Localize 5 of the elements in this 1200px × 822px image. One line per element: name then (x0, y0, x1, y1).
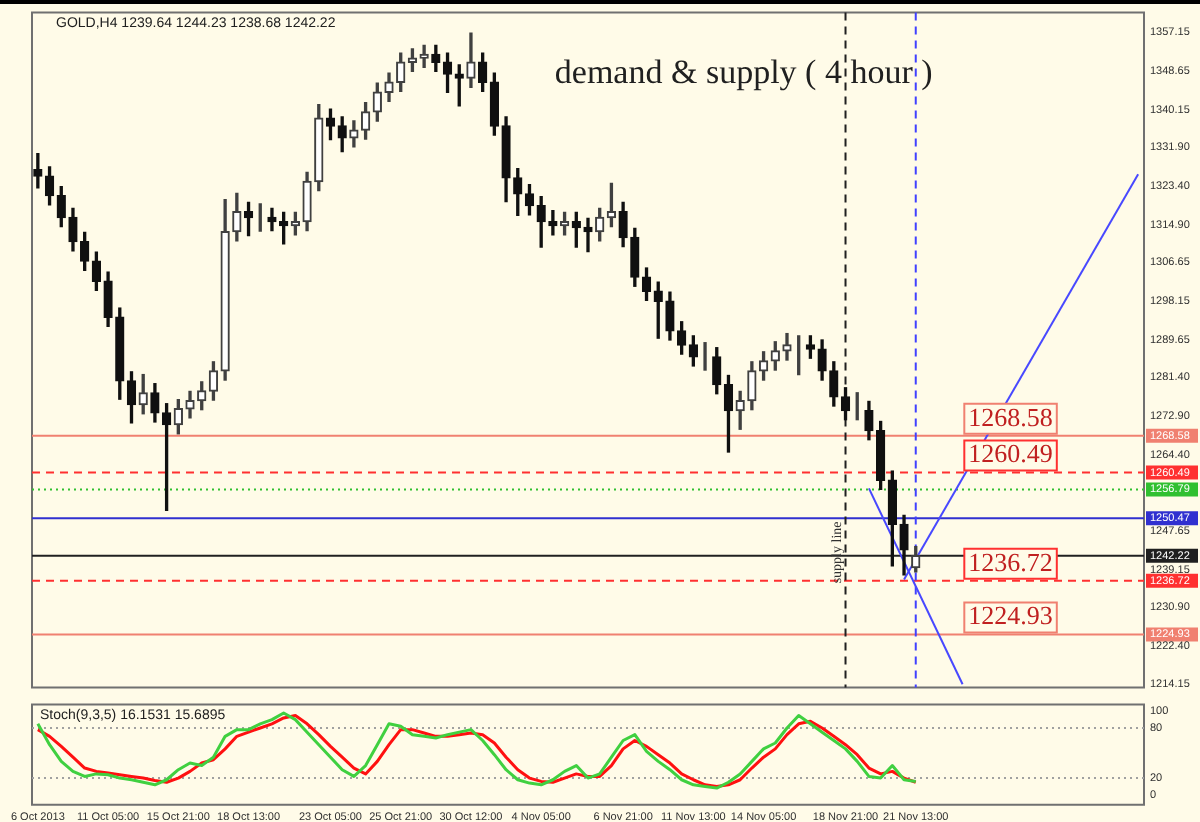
ref-line-label: 1268.58 (968, 401, 1053, 432)
ref-line-label: 1236.72 (968, 546, 1053, 577)
text: demand & supply ( 4 hour ) (554, 52, 933, 91)
ref-line-label: 1260.49 (968, 438, 1053, 469)
ref-line-label: 1224.93 (968, 600, 1053, 631)
